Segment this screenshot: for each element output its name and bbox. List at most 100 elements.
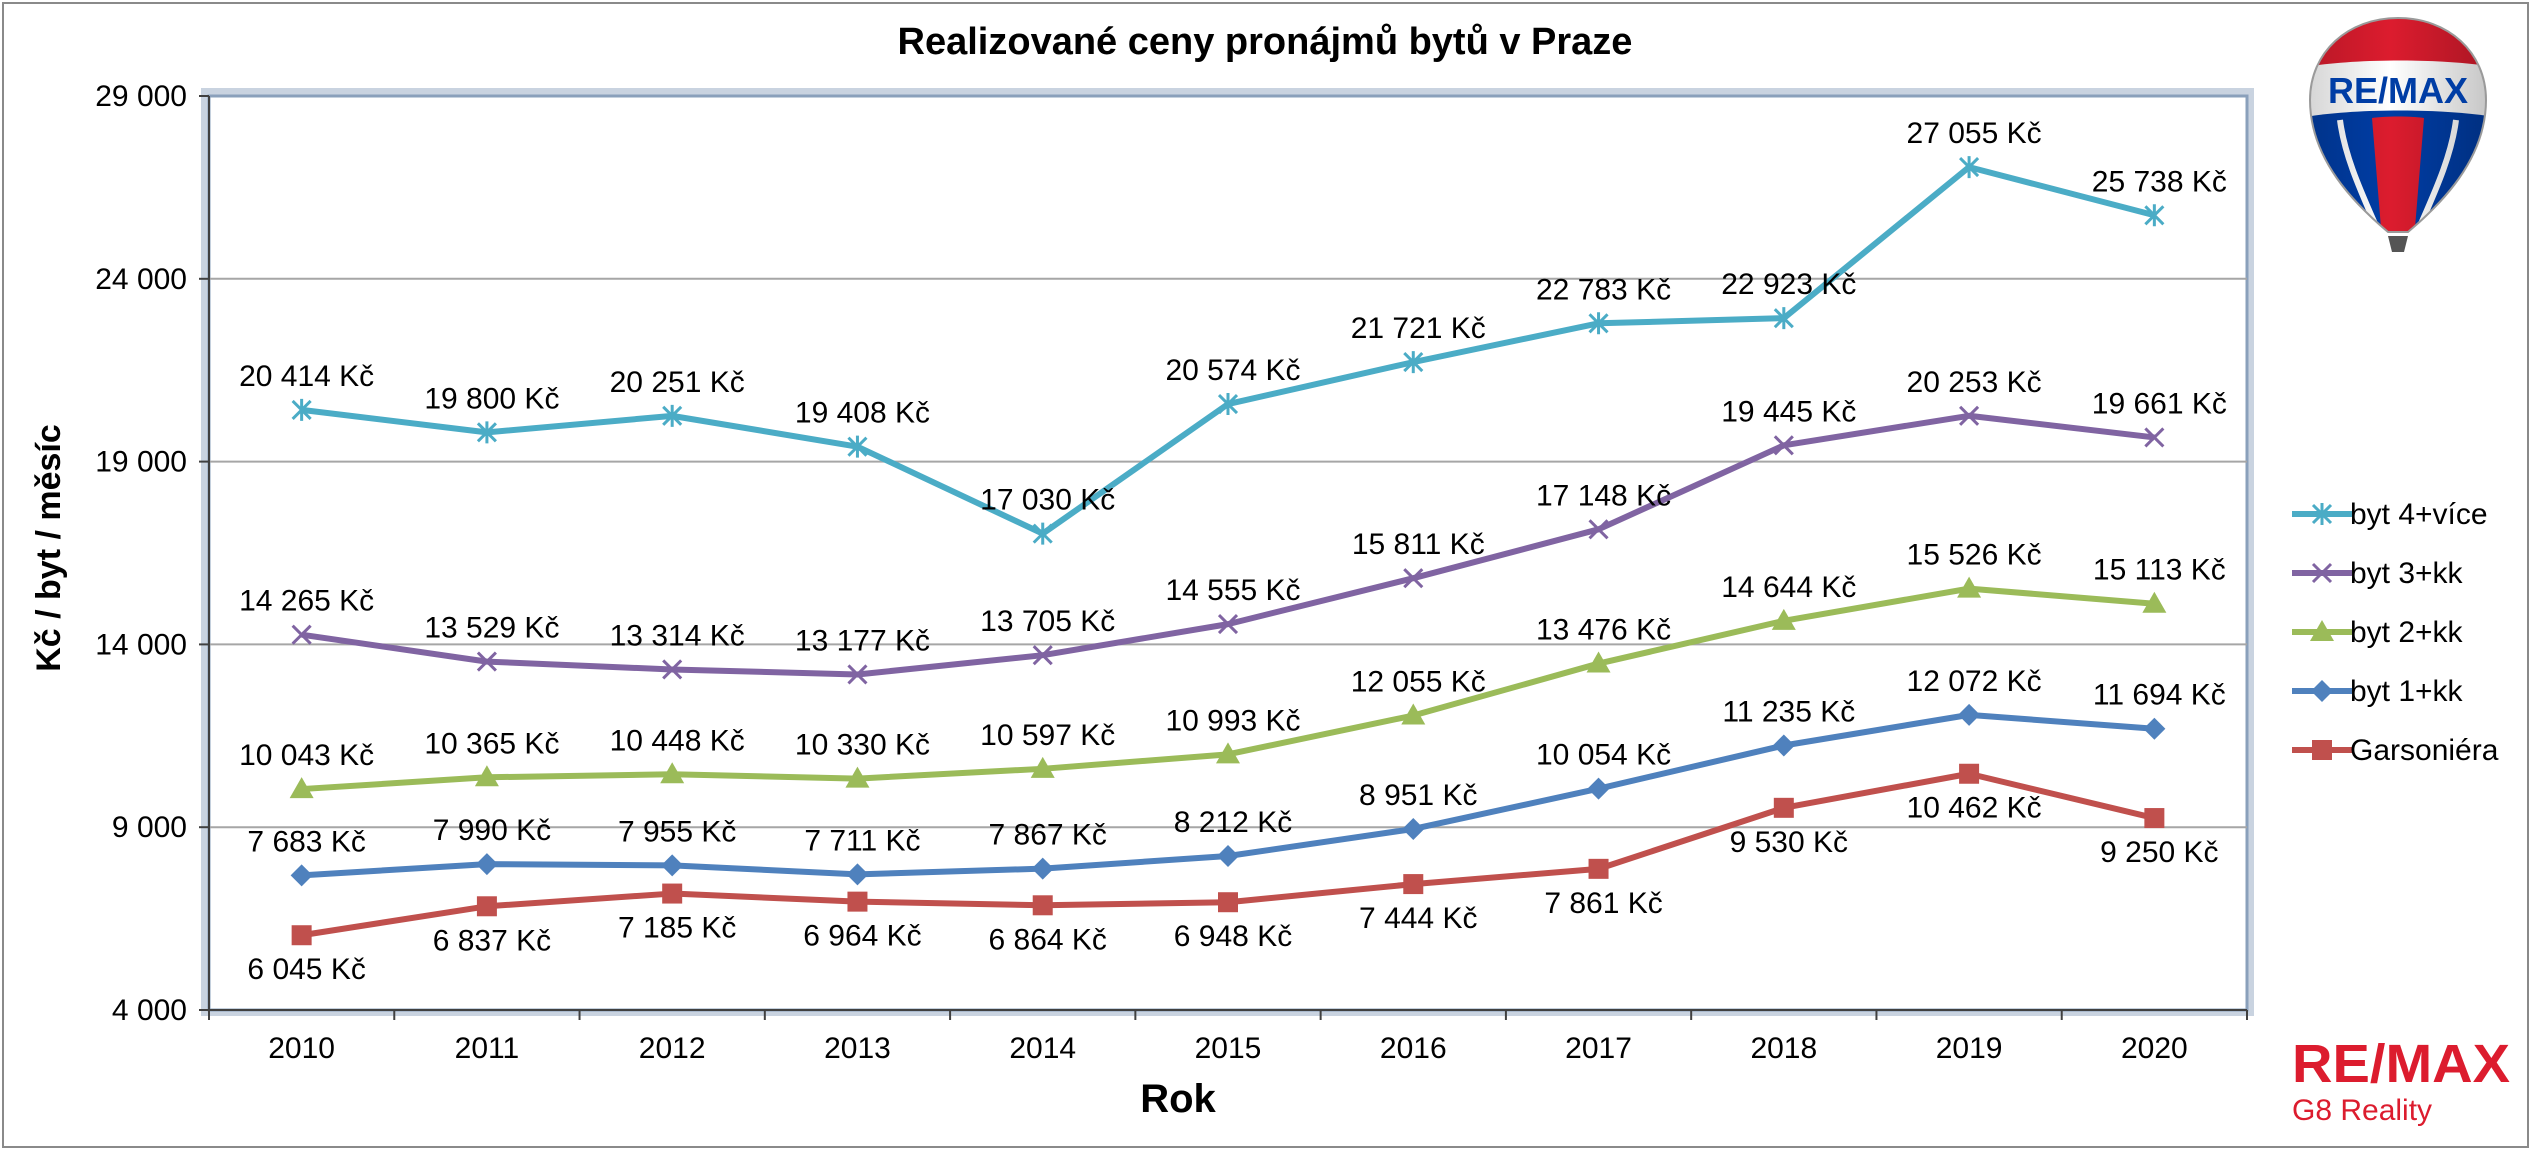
data-point — [1959, 156, 1980, 179]
data-label: 19 408 Kč — [795, 397, 930, 430]
data-point — [1959, 405, 1980, 426]
data-point — [1217, 614, 1239, 635]
x-tick-label: 2012 — [639, 1032, 706, 1065]
data-label: 25 738 Kč — [2092, 165, 2227, 198]
series-byt-3-kk — [291, 405, 2165, 685]
data-label: 7 990 Kč — [433, 814, 551, 847]
balloon-brand-text: RE/MAX — [2328, 70, 2468, 111]
legend-swatch-marker — [2311, 503, 2333, 525]
data-label: 10 462 Kč — [1907, 792, 2042, 825]
data-label: 7 867 Kč — [989, 819, 1107, 852]
legend-label: byt 2+kk — [2350, 616, 2464, 649]
y-tick-label: 29 000 — [95, 80, 187, 113]
series-byt-2-kk — [289, 576, 2167, 799]
legend-item: byt 4+více — [2292, 498, 2488, 531]
data-point — [661, 854, 684, 877]
data-label: 9 530 Kč — [1730, 826, 1848, 859]
data-point — [1586, 651, 1611, 673]
y-axis: 4 000 9 000 14 000 19 000 24 000 29 000 — [95, 80, 210, 1027]
data-point — [2144, 427, 2165, 448]
data-label: 22 923 Kč — [1721, 268, 1856, 301]
legend-item: byt 2+kk — [2292, 616, 2464, 649]
data-label: 8 212 Kč — [1174, 806, 1292, 839]
data-label: 10 993 Kč — [1165, 704, 1300, 737]
data-point — [1032, 895, 1053, 916]
data-label: 13 177 Kč — [795, 624, 930, 657]
data-point — [291, 925, 312, 946]
data-label: 7 955 Kč — [618, 815, 736, 848]
data-label: 10 330 Kč — [795, 729, 930, 762]
x-tick-label: 2015 — [1195, 1032, 1262, 1065]
data-point — [662, 404, 683, 427]
data-label: 19 800 Kč — [424, 382, 559, 415]
legend-label: Garsoniéra — [2350, 734, 2499, 767]
data-point — [1217, 393, 1239, 416]
legend-item: Garsoniéra — [2292, 734, 2499, 767]
data-label: 10 054 Kč — [1536, 739, 1671, 772]
data-label: 10 448 Kč — [610, 724, 745, 757]
data-label: 8 951 Kč — [1359, 779, 1477, 812]
data-point — [1772, 734, 1795, 757]
data-point — [476, 421, 497, 444]
data-label: 11 694 Kč — [2093, 679, 2226, 712]
data-point — [474, 765, 499, 787]
data-point — [1403, 874, 1424, 895]
data-label: 10 597 Kč — [980, 719, 1115, 752]
y-axis-title: Kč / byt / měsíc — [30, 424, 68, 672]
legend-label: byt 1+kk — [2350, 675, 2464, 708]
data-point — [2144, 808, 2165, 829]
company-logo-text: RE/MAX — [2292, 1034, 2510, 1094]
y-tick-label: 14 000 — [95, 628, 187, 661]
company-office-name: G8 Reality — [2292, 1094, 2432, 1127]
data-label: 14 644 Kč — [1721, 571, 1856, 604]
data-label: 6 948 Kč — [1174, 920, 1292, 953]
data-point — [1588, 312, 1609, 335]
x-tick-label: 2010 — [268, 1032, 335, 1065]
data-label: 13 476 Kč — [1536, 614, 1671, 647]
data-point — [2143, 717, 2166, 740]
x-tick-label: 2013 — [824, 1032, 891, 1065]
data-point — [1030, 756, 1055, 778]
data-point — [476, 896, 497, 917]
data-point — [1773, 435, 1794, 456]
data-label: 22 783 Kč — [1536, 273, 1671, 306]
data-point — [1959, 763, 1980, 784]
data-point — [1403, 568, 1424, 589]
data-point — [662, 659, 683, 680]
data-point — [1218, 892, 1238, 913]
data-point — [1771, 608, 1796, 630]
data-point — [290, 864, 313, 887]
data-label: 15 811 Kč — [1352, 528, 1485, 561]
data-label: 7 444 Kč — [1359, 902, 1477, 935]
data-label: 17 148 Kč — [1536, 479, 1671, 512]
data-label: 15 113 Kč — [2093, 554, 2226, 587]
legend-swatch-marker — [2310, 620, 2334, 641]
data-label: 19 445 Kč — [1721, 395, 1856, 428]
data-label: 20 574 Kč — [1165, 354, 1300, 387]
data-label: 13 529 Kč — [424, 612, 559, 645]
data-label: 13 314 Kč — [610, 619, 745, 652]
data-point — [1588, 858, 1609, 879]
data-point — [1032, 522, 1053, 545]
data-label: 7 185 Kč — [618, 912, 736, 945]
x-tick-label: 2020 — [2121, 1032, 2188, 1065]
legend-swatch-marker — [2311, 562, 2333, 584]
data-point — [1773, 307, 1794, 330]
data-point — [2142, 591, 2167, 613]
data-label: 17 030 Kč — [980, 484, 1115, 517]
data-label: 10 365 Kč — [424, 727, 559, 760]
data-label: 7 711 Kč — [804, 824, 920, 857]
data-label: 21 721 Kč — [1351, 312, 1486, 345]
data-point — [1403, 351, 1424, 374]
legend-item: byt 1+kk — [2292, 675, 2464, 708]
chart-title: Realizované ceny pronájmů bytů v Praze — [898, 21, 1633, 63]
data-point — [1402, 817, 1425, 840]
data-point — [291, 624, 312, 645]
y-tick-label: 24 000 — [95, 263, 187, 296]
data-label: 12 055 Kč — [1351, 666, 1486, 699]
data-point — [1957, 576, 1982, 598]
data-point — [662, 883, 683, 904]
data-label: 7 861 Kč — [1544, 887, 1662, 920]
legend-label: byt 3+kk — [2350, 557, 2464, 590]
data-label: 20 414 Kč — [239, 360, 374, 393]
